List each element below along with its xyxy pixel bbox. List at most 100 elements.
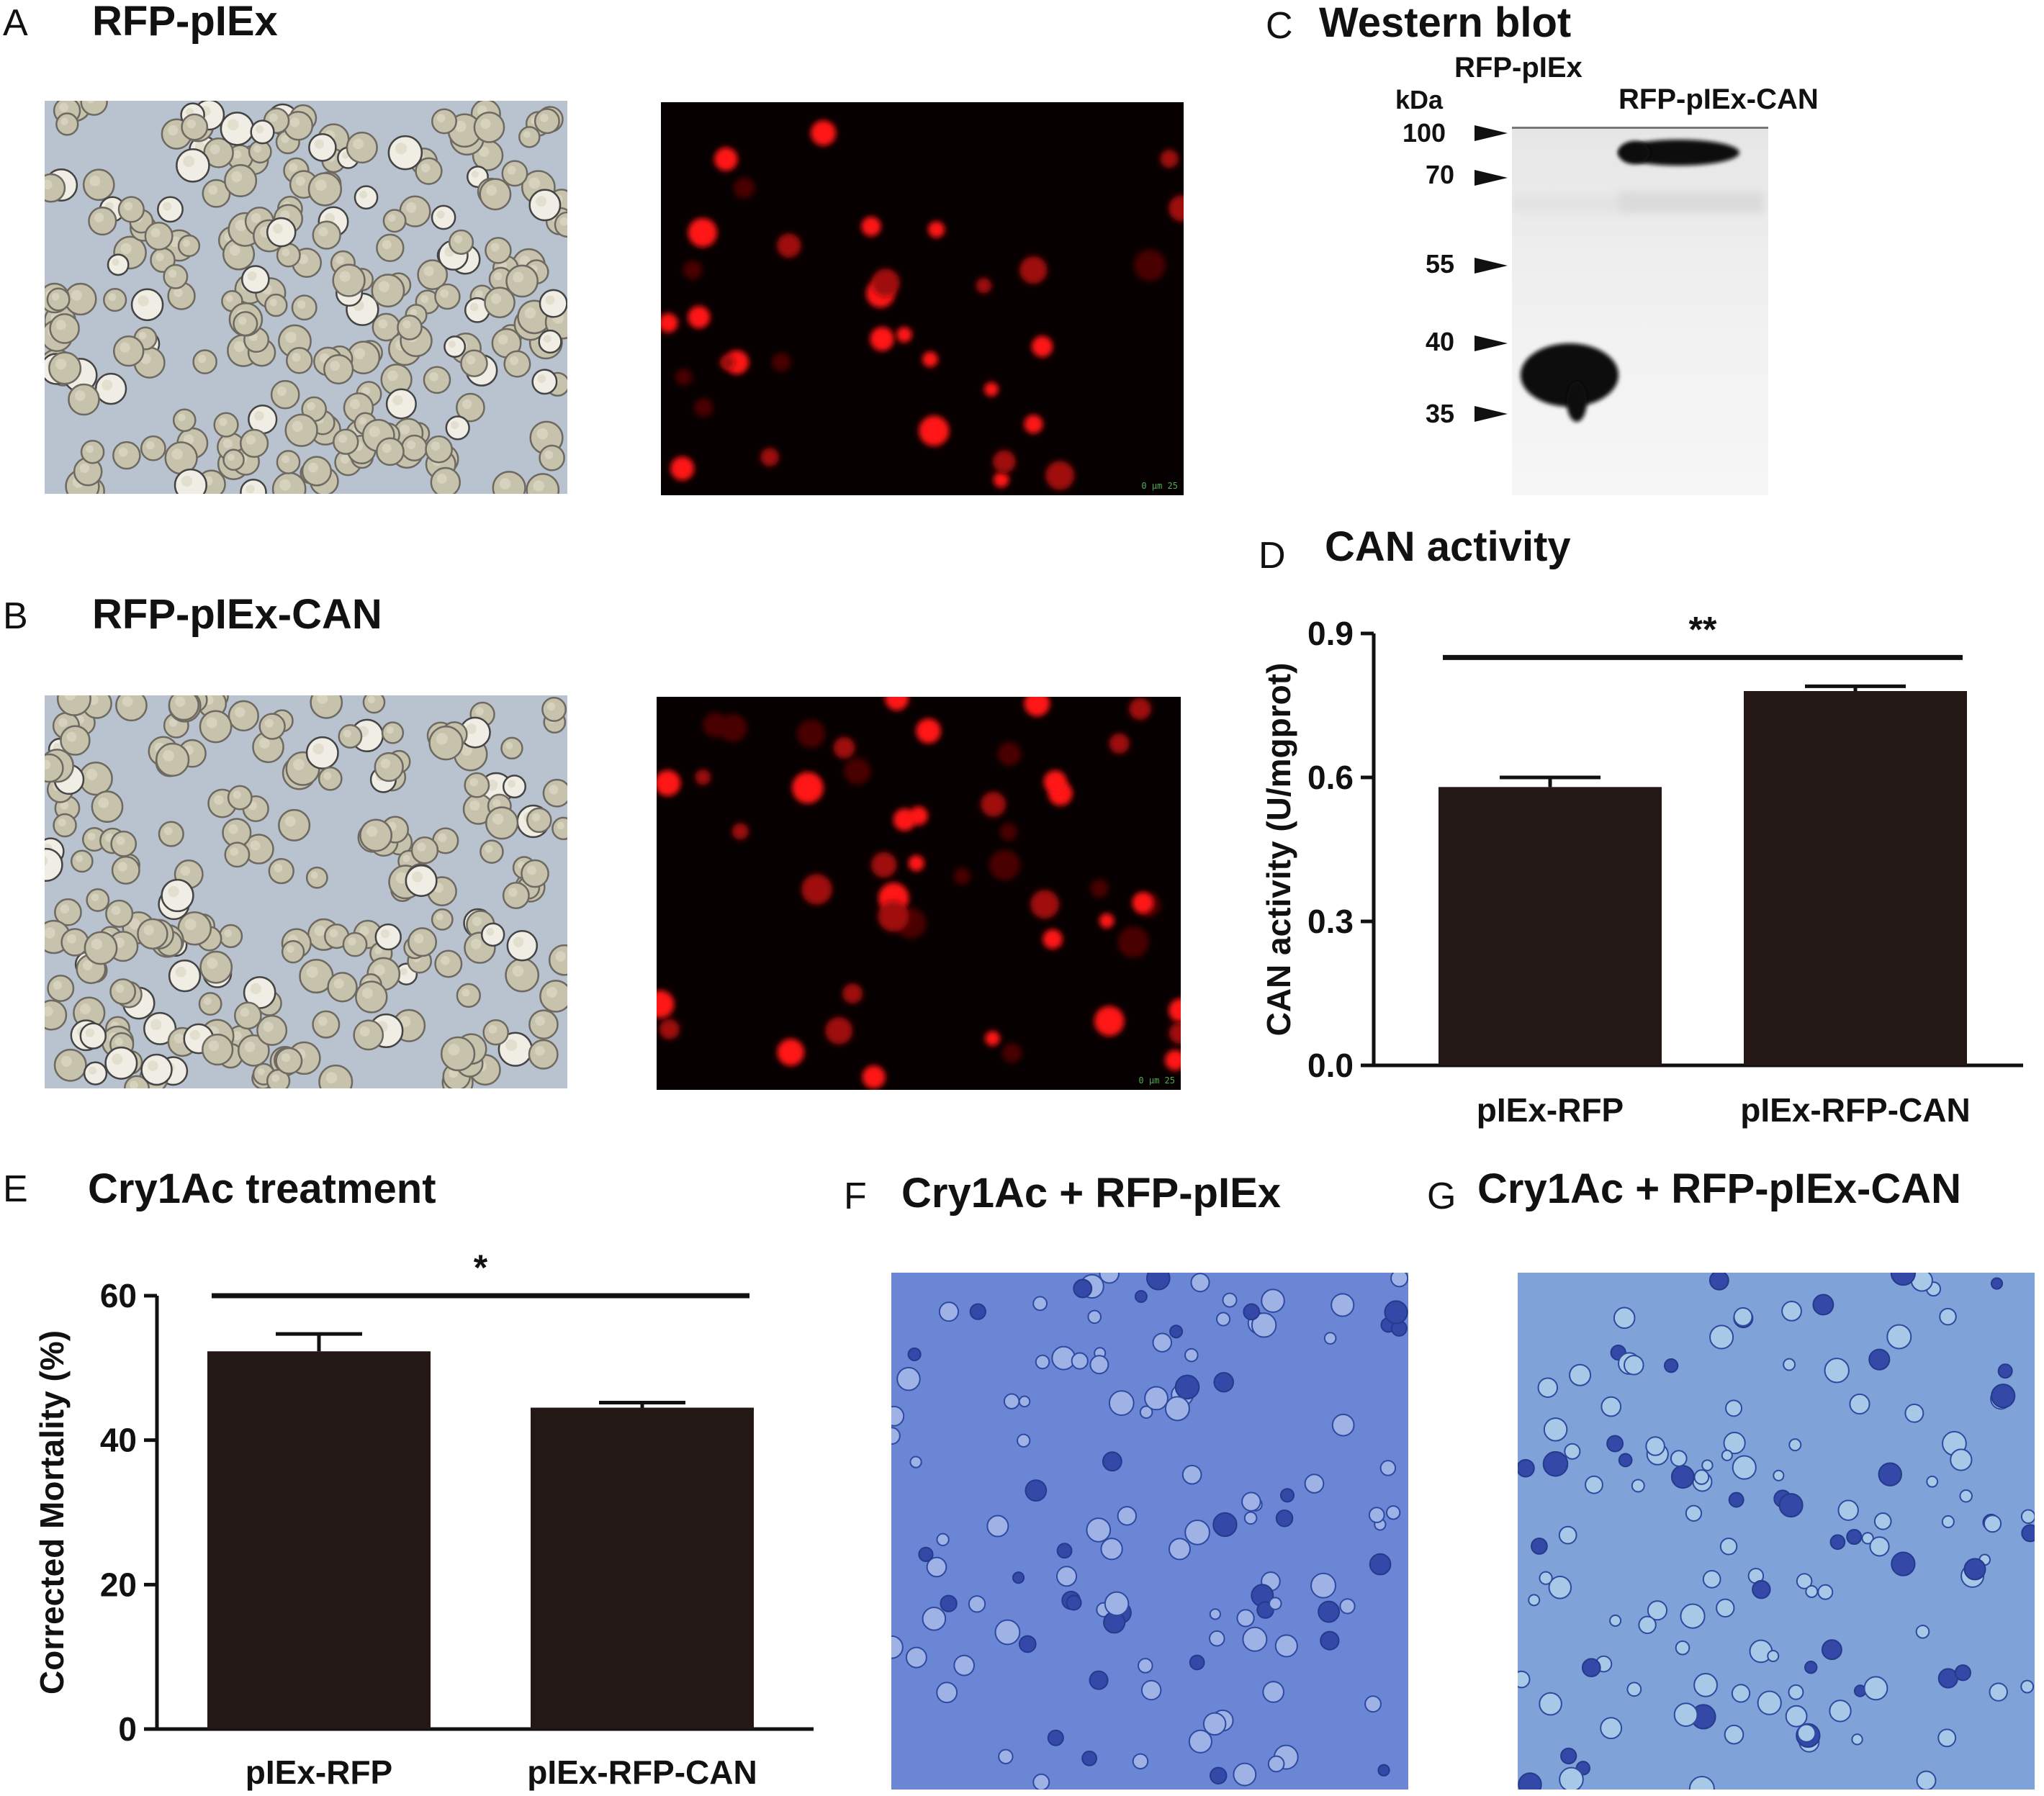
cell — [192, 349, 217, 374]
cell-highlight — [298, 254, 309, 264]
cell-highlight — [230, 847, 239, 856]
cell — [1606, 1435, 1624, 1453]
cell — [905, 1646, 927, 1669]
cell — [1129, 698, 1151, 721]
cell-highlight — [123, 202, 133, 211]
cell — [1216, 1312, 1231, 1327]
cell-highlight — [436, 733, 448, 745]
cell — [1542, 1450, 1569, 1477]
cell-highlight — [549, 785, 559, 795]
cell-highlight — [329, 929, 338, 938]
cell — [163, 263, 189, 289]
cell — [405, 864, 438, 898]
cell — [918, 1546, 934, 1562]
cell-highlight — [163, 826, 173, 836]
cell — [734, 177, 755, 199]
cell — [1997, 1363, 2013, 1379]
cell — [1071, 1352, 1089, 1370]
cell — [1851, 1733, 1863, 1746]
blot-lane-label-2: RFP-pIEx-CAN — [1618, 84, 1819, 115]
cell — [270, 379, 300, 410]
cell — [1837, 1499, 1859, 1521]
cell — [1647, 1600, 1668, 1621]
cell — [1941, 1515, 1955, 1529]
cell — [218, 924, 243, 949]
cell — [333, 428, 359, 455]
cell-highlight — [269, 113, 278, 122]
cell-highlight — [359, 190, 368, 199]
cell-highlight — [228, 824, 238, 834]
cell — [714, 147, 738, 171]
fluorescence-image-a: 0 µm 25 — [661, 102, 1184, 495]
cell — [1631, 1479, 1645, 1493]
cell-highlight — [537, 374, 546, 383]
cell — [1089, 1355, 1109, 1375]
cell — [1243, 1511, 1258, 1525]
cell-highlight — [292, 420, 303, 432]
cell-highlight — [469, 800, 480, 811]
cell-highlight — [382, 240, 392, 250]
cell — [177, 234, 201, 258]
cell — [408, 927, 438, 957]
cell-highlight — [557, 821, 564, 830]
cell — [1732, 1455, 1757, 1480]
cell — [1564, 1443, 1581, 1460]
fluorescence-image-b: 0 µm 25 — [657, 697, 1181, 1090]
cell — [353, 1019, 384, 1051]
cell — [1638, 1615, 1657, 1635]
cell-highlight — [231, 171, 243, 183]
cell-highlight — [214, 795, 224, 805]
cell — [657, 770, 681, 796]
cell — [256, 1014, 288, 1046]
cell — [456, 392, 485, 423]
cell — [1560, 1747, 1577, 1764]
cell-highlight — [60, 1055, 72, 1067]
cell-highlight — [314, 925, 325, 937]
bar — [531, 1407, 754, 1729]
cell-highlight — [526, 865, 536, 875]
cell — [502, 882, 530, 910]
cell-highlight — [312, 743, 324, 755]
cell — [1210, 1766, 1228, 1784]
cell-highlight — [150, 1019, 162, 1031]
cell — [346, 131, 378, 164]
cell-highlight — [181, 475, 193, 487]
cell-highlight — [204, 997, 212, 1006]
cell — [719, 713, 747, 742]
cell-highlight — [449, 340, 456, 348]
cell — [376, 437, 405, 466]
cell-highlight — [257, 1068, 265, 1075]
cell-highlight — [543, 335, 551, 343]
cell — [1600, 1396, 1622, 1417]
cell — [844, 758, 871, 785]
cell-highlight — [490, 293, 502, 304]
cell — [968, 1595, 986, 1613]
cell-highlight — [387, 370, 398, 382]
x-tick-label: pIEx-RFP — [1477, 1091, 1624, 1129]
cell — [993, 471, 1009, 488]
cell — [1796, 1573, 1813, 1589]
cell-highlight — [546, 986, 558, 998]
cell-highlight — [175, 966, 186, 978]
cell-highlight — [244, 1041, 256, 1052]
cell — [312, 220, 341, 250]
blot-marker-ladder: 100 70 55 40 35 — [1368, 108, 1512, 439]
cell — [158, 821, 184, 847]
cell-highlight — [498, 334, 508, 345]
cell-highlight — [156, 253, 164, 261]
cell — [938, 1301, 960, 1322]
cell — [989, 849, 1020, 881]
chart-e-svg: 0 20 40 60 Corrected Mortality (%) pIEx-RFP pI… — [33, 1247, 814, 1791]
cell — [473, 112, 505, 143]
cell — [48, 351, 82, 385]
cell — [228, 700, 259, 732]
cell — [112, 335, 145, 367]
cell — [1055, 1566, 1078, 1587]
panel-label-g: G — [1427, 1175, 1457, 1217]
cell-highlight — [512, 965, 524, 977]
cell — [1269, 1597, 1282, 1610]
cell — [1518, 1670, 1531, 1689]
cell-highlight — [129, 1080, 138, 1088]
cell — [1805, 1585, 1819, 1598]
cell — [1539, 1571, 1553, 1585]
